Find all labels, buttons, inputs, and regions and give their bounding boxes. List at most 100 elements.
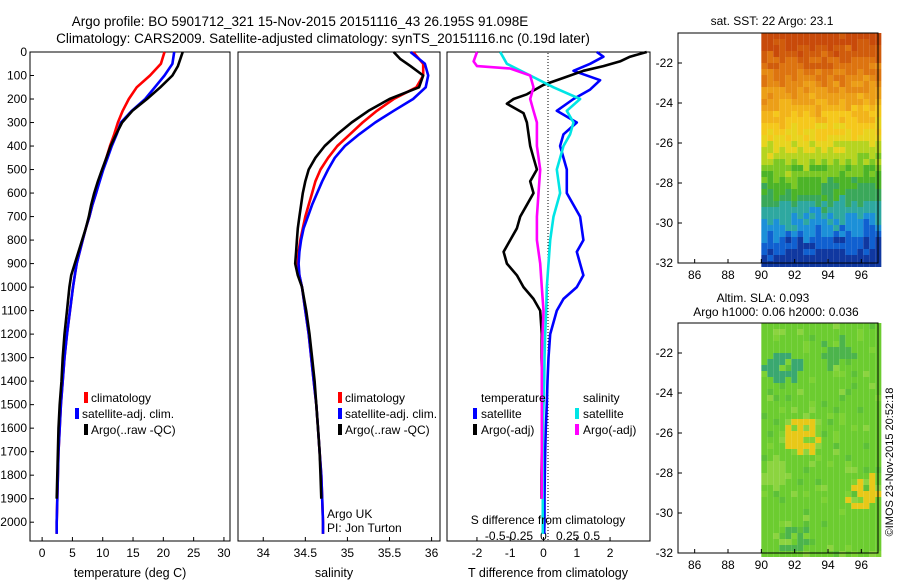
sst-cell bbox=[767, 237, 774, 243]
sst-cell bbox=[863, 63, 870, 69]
sst-cell bbox=[827, 219, 834, 225]
sla-cell bbox=[857, 527, 864, 533]
sla-cell bbox=[791, 473, 798, 479]
sla-cell bbox=[869, 545, 876, 551]
sla-cell bbox=[791, 497, 798, 503]
sla-cell bbox=[803, 377, 810, 383]
x-tick-label: 34 bbox=[257, 546, 271, 560]
sla-cell bbox=[791, 527, 798, 533]
depth-tick-label: 2000 bbox=[0, 515, 27, 529]
sla-cell bbox=[803, 485, 810, 491]
sst-cell bbox=[863, 81, 870, 87]
sst-cell bbox=[803, 105, 810, 111]
sst-cell bbox=[833, 159, 840, 165]
sst-cell bbox=[821, 165, 828, 171]
sla-cell bbox=[803, 413, 810, 419]
sla-cell bbox=[857, 413, 864, 419]
sst-cell bbox=[779, 231, 786, 237]
sla-cell bbox=[779, 443, 786, 449]
sla-cell bbox=[863, 455, 870, 461]
sla-cell bbox=[761, 353, 768, 359]
sla-cell bbox=[869, 527, 876, 533]
sla-cell bbox=[815, 395, 822, 401]
sla-cell bbox=[809, 515, 816, 521]
sst-cell bbox=[845, 111, 852, 117]
sst-cell bbox=[773, 183, 780, 189]
sla-cell bbox=[863, 515, 870, 521]
sla-cell bbox=[869, 449, 876, 455]
sst-cell bbox=[797, 51, 804, 57]
sst-cell bbox=[797, 237, 804, 243]
sst-cell bbox=[839, 63, 846, 69]
sst-cell bbox=[767, 39, 774, 45]
sla-cell bbox=[809, 389, 816, 395]
sst-cell bbox=[767, 243, 774, 249]
sst-cell bbox=[767, 207, 774, 213]
sla-cell bbox=[827, 473, 834, 479]
sla-cell bbox=[833, 461, 840, 467]
sst-cell bbox=[779, 153, 786, 159]
sst-cell bbox=[833, 207, 840, 213]
sst-cell bbox=[809, 153, 816, 159]
sla-cell bbox=[845, 401, 852, 407]
sst-cell bbox=[821, 201, 828, 207]
sla-cell bbox=[863, 413, 870, 419]
sst-cell bbox=[767, 63, 774, 69]
sst-cell bbox=[815, 123, 822, 129]
sst-cell bbox=[797, 171, 804, 177]
sst-cell bbox=[779, 63, 786, 69]
sla-cell bbox=[797, 491, 804, 497]
map-x-tick-label: 96 bbox=[855, 558, 869, 572]
sst-cell bbox=[815, 63, 822, 69]
sla-cell bbox=[839, 413, 846, 419]
sst-cell bbox=[821, 231, 828, 237]
sst-cell bbox=[821, 81, 828, 87]
sla-cell bbox=[761, 473, 768, 479]
sla-cell bbox=[869, 515, 876, 521]
sst-cell bbox=[797, 243, 804, 249]
sla-cell bbox=[797, 461, 804, 467]
sst-cell bbox=[815, 45, 822, 51]
sst-cell bbox=[791, 207, 798, 213]
sst-cell bbox=[767, 99, 774, 105]
sst-cell bbox=[839, 141, 846, 147]
sla-cell bbox=[851, 449, 858, 455]
sla-cell bbox=[815, 383, 822, 389]
sla-cell bbox=[821, 329, 828, 335]
sst-cell bbox=[827, 93, 834, 99]
sst-cell bbox=[851, 147, 858, 153]
sst-cell bbox=[785, 69, 792, 75]
sst-cell bbox=[839, 159, 846, 165]
sla-cell bbox=[845, 473, 852, 479]
sla-cell bbox=[845, 329, 852, 335]
sst-cell bbox=[845, 33, 852, 39]
legend-swatch-argo bbox=[338, 424, 342, 435]
sla-cell bbox=[797, 365, 804, 371]
sla-cell bbox=[767, 347, 774, 353]
sla-cell bbox=[809, 353, 816, 359]
sla-cell bbox=[833, 383, 840, 389]
sst-cell bbox=[869, 231, 876, 237]
sst-cell bbox=[797, 189, 804, 195]
sst-cell bbox=[767, 189, 774, 195]
sla-cell bbox=[803, 449, 810, 455]
sla-cell bbox=[863, 521, 870, 527]
sla-cell bbox=[779, 329, 786, 335]
sla-cell bbox=[833, 371, 840, 377]
sla-cell bbox=[761, 401, 768, 407]
sst-cell bbox=[833, 225, 840, 231]
sla-cell bbox=[761, 467, 768, 473]
sla-cell bbox=[773, 515, 780, 521]
sla-cell bbox=[863, 485, 870, 491]
sst-cell bbox=[851, 207, 858, 213]
sst-cell bbox=[761, 105, 768, 111]
sla-cell bbox=[845, 419, 852, 425]
sst-cell bbox=[833, 33, 840, 39]
sla-cell bbox=[863, 431, 870, 437]
sla-cell bbox=[809, 539, 816, 545]
sst-cell bbox=[875, 261, 882, 267]
map-x-tick-label: 90 bbox=[755, 558, 769, 572]
sla-cell bbox=[827, 365, 834, 371]
sst-cell bbox=[809, 237, 816, 243]
sst-cell bbox=[839, 201, 846, 207]
